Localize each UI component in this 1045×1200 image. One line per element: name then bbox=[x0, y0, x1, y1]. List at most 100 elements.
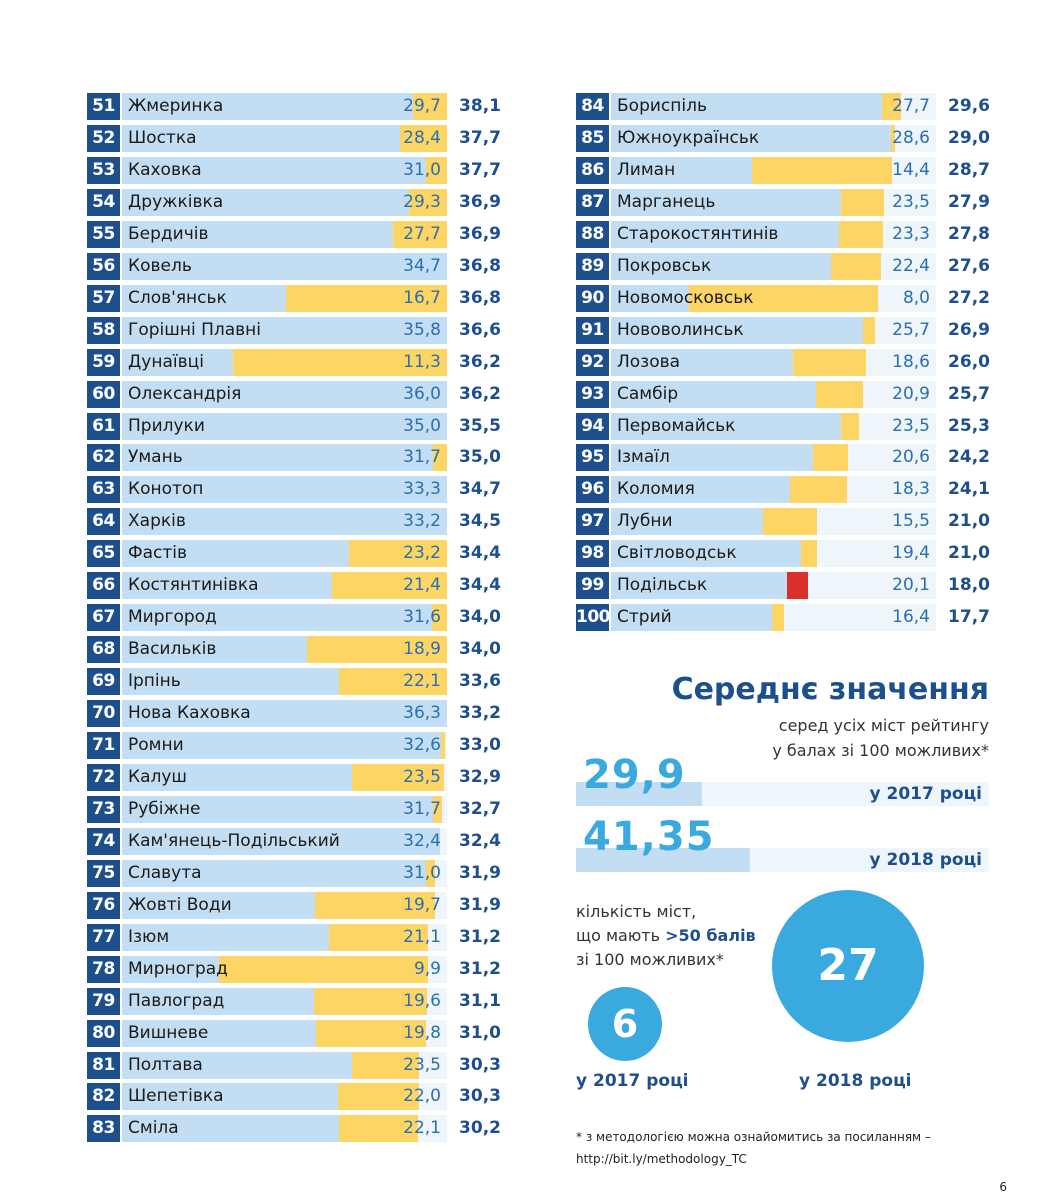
rank-badge: 82 bbox=[87, 1083, 120, 1111]
table-row: 78 Мирноград 9,9 31,2 bbox=[87, 955, 501, 983]
bar-increase bbox=[314, 987, 427, 1015]
value-2017: 36,3 bbox=[403, 703, 441, 724]
value-2017: 19,6 bbox=[403, 990, 441, 1011]
rank-badge: 78 bbox=[87, 955, 120, 983]
bar-2017 bbox=[611, 284, 690, 312]
rank-badge: 72 bbox=[87, 763, 120, 791]
table-row: 61 Прилуки 35,0 35,5 bbox=[87, 412, 501, 440]
value-2017: 22,1 bbox=[403, 1118, 441, 1139]
rank-badge: 74 bbox=[87, 827, 120, 855]
city-name: Кам'янець-Подільський bbox=[128, 830, 340, 851]
value-2017: 23,5 bbox=[892, 415, 930, 436]
rank-badge: 76 bbox=[87, 891, 120, 919]
bar-track bbox=[611, 348, 936, 376]
city-name: Южноукраїнськ bbox=[617, 127, 760, 148]
value-2018: 38,1 bbox=[449, 93, 501, 120]
column-separator bbox=[447, 955, 449, 983]
city-name: Олександрія bbox=[128, 383, 242, 404]
bar-2017 bbox=[611, 188, 842, 216]
table-row: 72 Калуш 23,5 32,9 bbox=[87, 763, 501, 791]
value-2018: 31,2 bbox=[449, 923, 501, 951]
bar-2017 bbox=[122, 1115, 339, 1143]
rank-badge: 60 bbox=[87, 380, 120, 408]
rank-badge: 53 bbox=[87, 156, 120, 184]
table-row: 64 Харків 33,2 34,5 bbox=[87, 508, 501, 536]
bar-increase bbox=[315, 891, 435, 919]
average-subtitle-line2: у балах зі 100 можливих* bbox=[772, 741, 989, 760]
value-2018: 37,7 bbox=[449, 156, 501, 184]
bar-2017 bbox=[122, 572, 332, 600]
column-separator bbox=[447, 412, 449, 440]
value-2018: 30,3 bbox=[449, 1083, 501, 1111]
column-separator bbox=[936, 188, 938, 216]
rank-badge: 93 bbox=[576, 380, 609, 408]
column-separator bbox=[936, 156, 938, 184]
value-2017: 32,4 bbox=[403, 830, 441, 851]
rank-badge: 98 bbox=[576, 540, 609, 568]
footnote-link: http://bit.ly/methodology_TC bbox=[576, 1152, 747, 1166]
average-2018-label: у 2018 році bbox=[869, 850, 982, 870]
bar-2017 bbox=[122, 1083, 338, 1111]
city-name: Ковель bbox=[128, 255, 192, 276]
value-2018: 26,9 bbox=[938, 316, 990, 344]
value-2017: 16,7 bbox=[403, 287, 441, 308]
column-separator bbox=[447, 668, 449, 696]
value-2017: 19,7 bbox=[403, 894, 441, 915]
value-2018: 28,7 bbox=[938, 156, 990, 184]
table-row: 57 Слов'янськ 16,7 36,8 bbox=[87, 284, 501, 312]
column-separator bbox=[447, 508, 449, 536]
column-separator bbox=[447, 220, 449, 248]
bar-increase bbox=[891, 124, 896, 152]
value-2018: 32,9 bbox=[449, 763, 501, 791]
bar-2017 bbox=[611, 316, 863, 344]
rank-badge: 99 bbox=[576, 572, 609, 600]
rank-badge: 51 bbox=[87, 93, 120, 120]
count-2018-value: 27 bbox=[817, 940, 879, 991]
column-separator bbox=[936, 540, 938, 568]
city-name: Покровськ bbox=[617, 255, 712, 276]
bar-increase bbox=[839, 220, 884, 248]
column-separator bbox=[447, 156, 449, 184]
bar-2017 bbox=[122, 604, 432, 632]
bar-track bbox=[122, 476, 463, 504]
rank-badge: 67 bbox=[87, 604, 120, 632]
value-2018: 27,2 bbox=[938, 284, 990, 312]
rank-badge: 62 bbox=[87, 444, 120, 472]
table-row: 68 Васильків 18,9 34,0 bbox=[87, 636, 501, 664]
value-2017: 11,3 bbox=[403, 351, 441, 372]
column-separator bbox=[447, 987, 449, 1015]
rank-badge: 54 bbox=[87, 188, 120, 216]
bar-track bbox=[122, 572, 460, 600]
bar-track bbox=[122, 827, 447, 855]
value-2017: 23,5 bbox=[892, 191, 930, 212]
bar-2017 bbox=[611, 444, 813, 472]
bar-track bbox=[611, 93, 936, 120]
city-name: Старокостянтинів bbox=[617, 223, 779, 244]
table-row: 97 Лубни 15,5 21,0 bbox=[576, 508, 990, 536]
rank-badge: 95 bbox=[576, 444, 609, 472]
count-description: кількість міст, що мають >50 балів зі 10… bbox=[576, 900, 756, 972]
bar-track bbox=[122, 188, 484, 216]
table-row: 82 Шепетівка 22,0 30,3 bbox=[87, 1083, 501, 1111]
value-2017: 29,3 bbox=[403, 191, 441, 212]
rank-badge: 75 bbox=[87, 859, 120, 887]
value-2018: 33,2 bbox=[449, 700, 501, 728]
bar-increase bbox=[812, 444, 849, 472]
bar-increase bbox=[841, 188, 885, 216]
value-2018: 30,3 bbox=[449, 1051, 501, 1079]
value-2017: 20,1 bbox=[892, 575, 930, 596]
bar-increase bbox=[232, 348, 477, 376]
value-2017: 19,4 bbox=[892, 543, 930, 564]
bar-increase bbox=[352, 763, 445, 791]
table-row: 65 Фастів 23,2 34,4 bbox=[87, 540, 501, 568]
city-name: Слов'янськ bbox=[128, 287, 227, 308]
value-2017: 27,7 bbox=[892, 96, 930, 116]
bar-2017 bbox=[122, 284, 286, 312]
city-name: Прилуки bbox=[128, 415, 205, 436]
value-2018: 21,0 bbox=[938, 540, 990, 568]
bar-increase bbox=[349, 540, 460, 568]
count-2018-label: у 2018 році bbox=[799, 1071, 912, 1091]
bar-increase bbox=[801, 540, 817, 568]
value-2018: 18,0 bbox=[938, 572, 990, 600]
table-row: 74 Кам'янець-Подільський 32,4 32,4 bbox=[87, 827, 501, 855]
